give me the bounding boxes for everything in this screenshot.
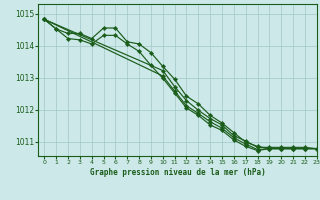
X-axis label: Graphe pression niveau de la mer (hPa): Graphe pression niveau de la mer (hPa) bbox=[90, 168, 266, 177]
